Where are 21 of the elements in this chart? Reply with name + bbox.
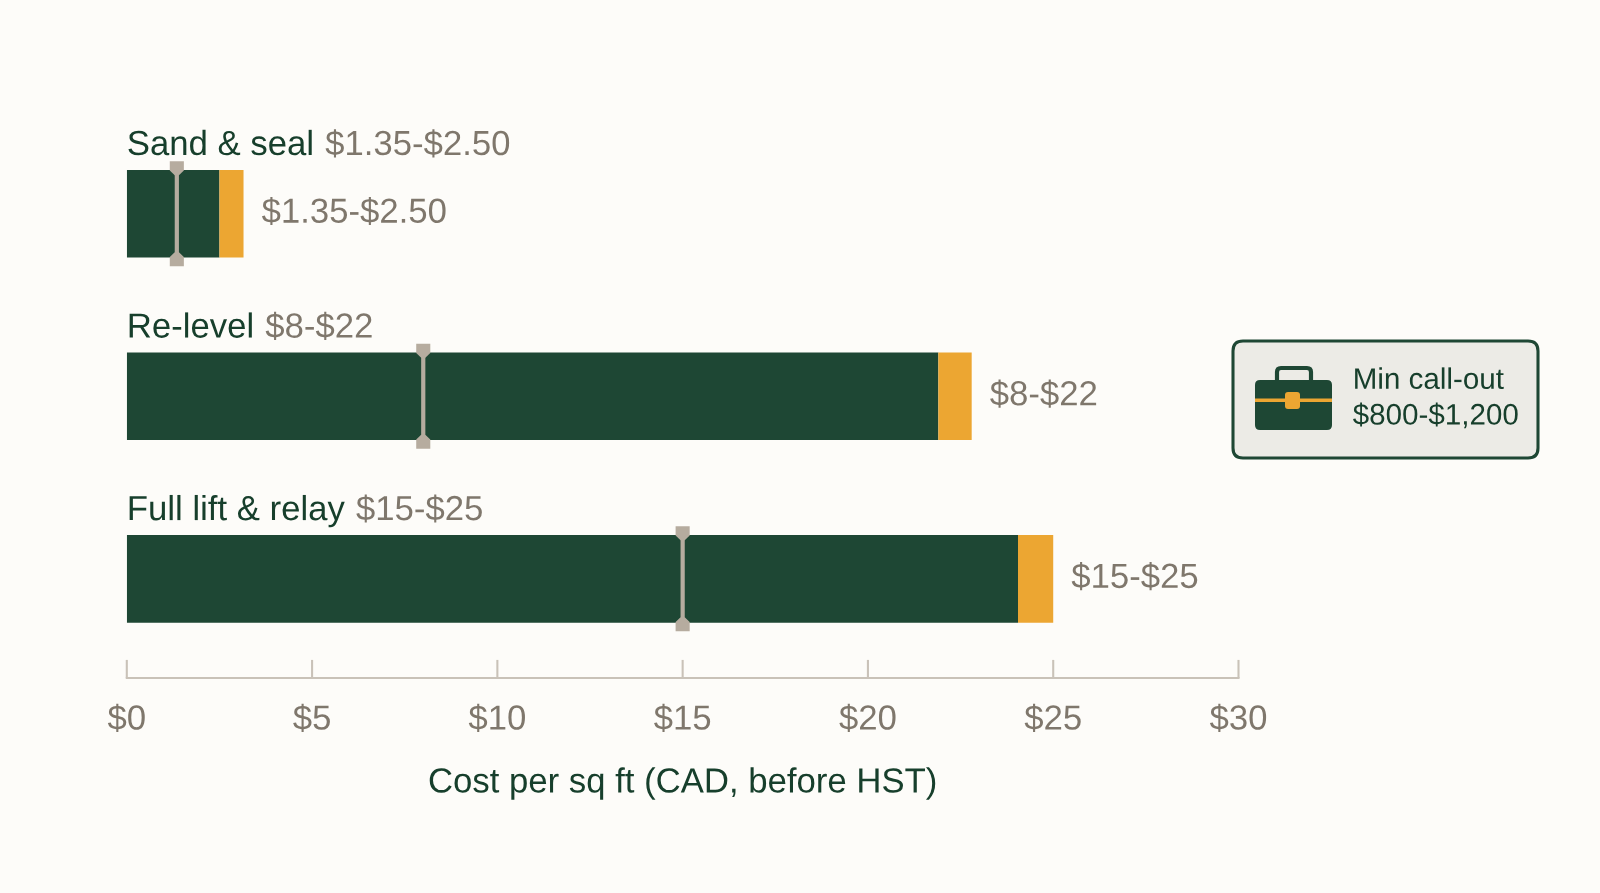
x-tick-label: $10 — [468, 703, 525, 732]
text: $15-$25 — [356, 494, 482, 523]
x-tick-label: $25 — [1024, 703, 1081, 732]
x-tick-label: $20 — [839, 703, 896, 732]
bar — [938, 352, 972, 441]
x-axis-title: Cost per sq ft (CAD, before HST) — [429, 767, 936, 800]
data-label: $8-$22 — [990, 379, 1097, 408]
data-label: $15-$25 — [1071, 562, 1198, 591]
x-tick-label: $0 — [107, 703, 145, 732]
x-tick-label: $30 — [1209, 703, 1267, 732]
text: $1.35-$2.50 — [325, 129, 510, 158]
y-tick-label: Re-level — [129, 312, 252, 338]
y-tick-label: Full lift & relay — [129, 494, 345, 528]
text: $8-$22 — [265, 311, 372, 340]
data-label: $1.35-$2.50 — [261, 196, 446, 226]
bar — [1018, 535, 1054, 623]
x-tick-label: $15 — [654, 703, 711, 732]
x-tick-label: $5 — [293, 703, 330, 732]
text: Min call-out $800-$1,200 — [1353, 367, 1518, 429]
y-tick-label: Sand & seal — [128, 129, 312, 156]
bar — [219, 169, 244, 258]
